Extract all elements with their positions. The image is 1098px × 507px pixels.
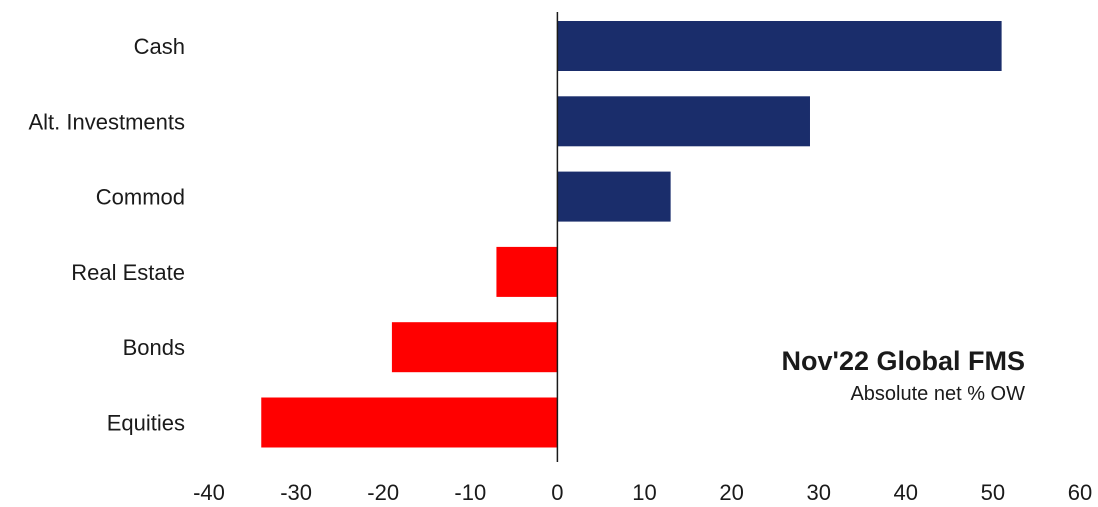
- x-tick-label: 30: [806, 480, 830, 505]
- x-tick-label: 0: [551, 480, 563, 505]
- x-tick-label: -30: [280, 480, 312, 505]
- bar: [557, 171, 671, 222]
- category-label: Bonds: [123, 335, 185, 360]
- x-tick-label: -10: [454, 480, 486, 505]
- bar: [391, 322, 558, 373]
- x-axis-tick-labels: -40 -30 -20 -10 0 10 20 30 40 50 60: [193, 480, 1092, 505]
- bar: [261, 397, 558, 448]
- x-tick-label: 60: [1068, 480, 1092, 505]
- category-label: Equities: [107, 411, 185, 436]
- bar: [496, 246, 558, 297]
- chart-subtitle: Absolute net % OW: [850, 383, 1025, 405]
- x-tick-label: 50: [981, 480, 1005, 505]
- category-label: Real Estate: [71, 260, 185, 285]
- x-tick-label: 40: [894, 480, 918, 505]
- x-tick-label: -40: [193, 480, 225, 505]
- category-label: Commod: [96, 185, 185, 210]
- bar: [557, 21, 1002, 71]
- bar: [557, 96, 810, 147]
- x-tick-label: 20: [719, 480, 743, 505]
- category-label: Alt. Investments: [28, 109, 185, 134]
- category-label: Cash: [134, 34, 185, 59]
- bars-layer: [261, 21, 1002, 448]
- x-tick-label: -20: [367, 480, 399, 505]
- chart-title: Nov'22 Global FMS: [782, 346, 1025, 376]
- category-labels: Cash Alt. Investments Commod Real Estate Bon…: [28, 34, 185, 436]
- x-tick-label: 10: [632, 480, 656, 505]
